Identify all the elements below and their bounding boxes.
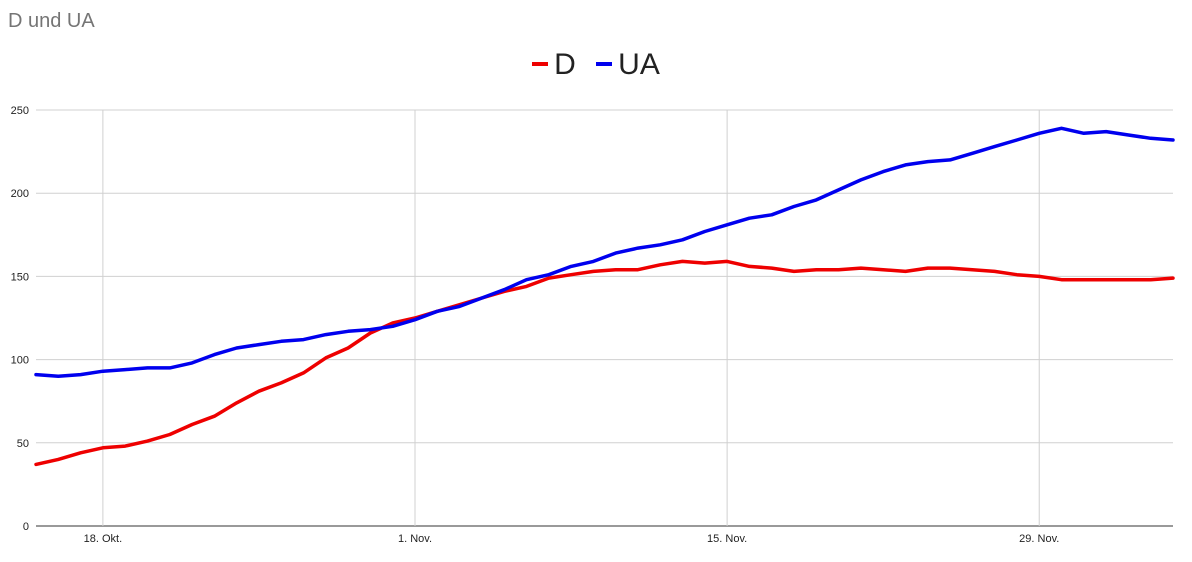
series-line-ua	[34, 126, 1175, 378]
x-tick-label-2: 15. Nov.	[707, 533, 747, 545]
legend-swatch-d	[532, 62, 549, 67]
legend-label-d: D	[554, 48, 576, 81]
legend-item-ua: UA	[596, 48, 660, 82]
x-tick-label-1: 1. Nov.	[398, 533, 432, 545]
y-tick-label-200: 200	[11, 188, 29, 200]
legend-label-ua: UA	[618, 48, 660, 81]
y-tick-label-250: 250	[11, 105, 29, 117]
y-tick-label-100: 100	[11, 355, 29, 367]
chart-title: D und UA	[8, 10, 95, 32]
legend-item-d: D	[532, 48, 576, 82]
y-tick-label-0: 0	[23, 521, 29, 533]
y-tick-label-150: 150	[11, 271, 29, 283]
legend: D UA	[0, 48, 1192, 82]
x-tick-label-3: 29. Nov.	[1019, 533, 1059, 545]
series-line-d	[34, 259, 1175, 467]
legend-swatch-ua	[596, 62, 613, 67]
y-tick-label-50: 50	[17, 438, 29, 450]
x-tick-label-0: 18. Okt.	[84, 533, 123, 545]
